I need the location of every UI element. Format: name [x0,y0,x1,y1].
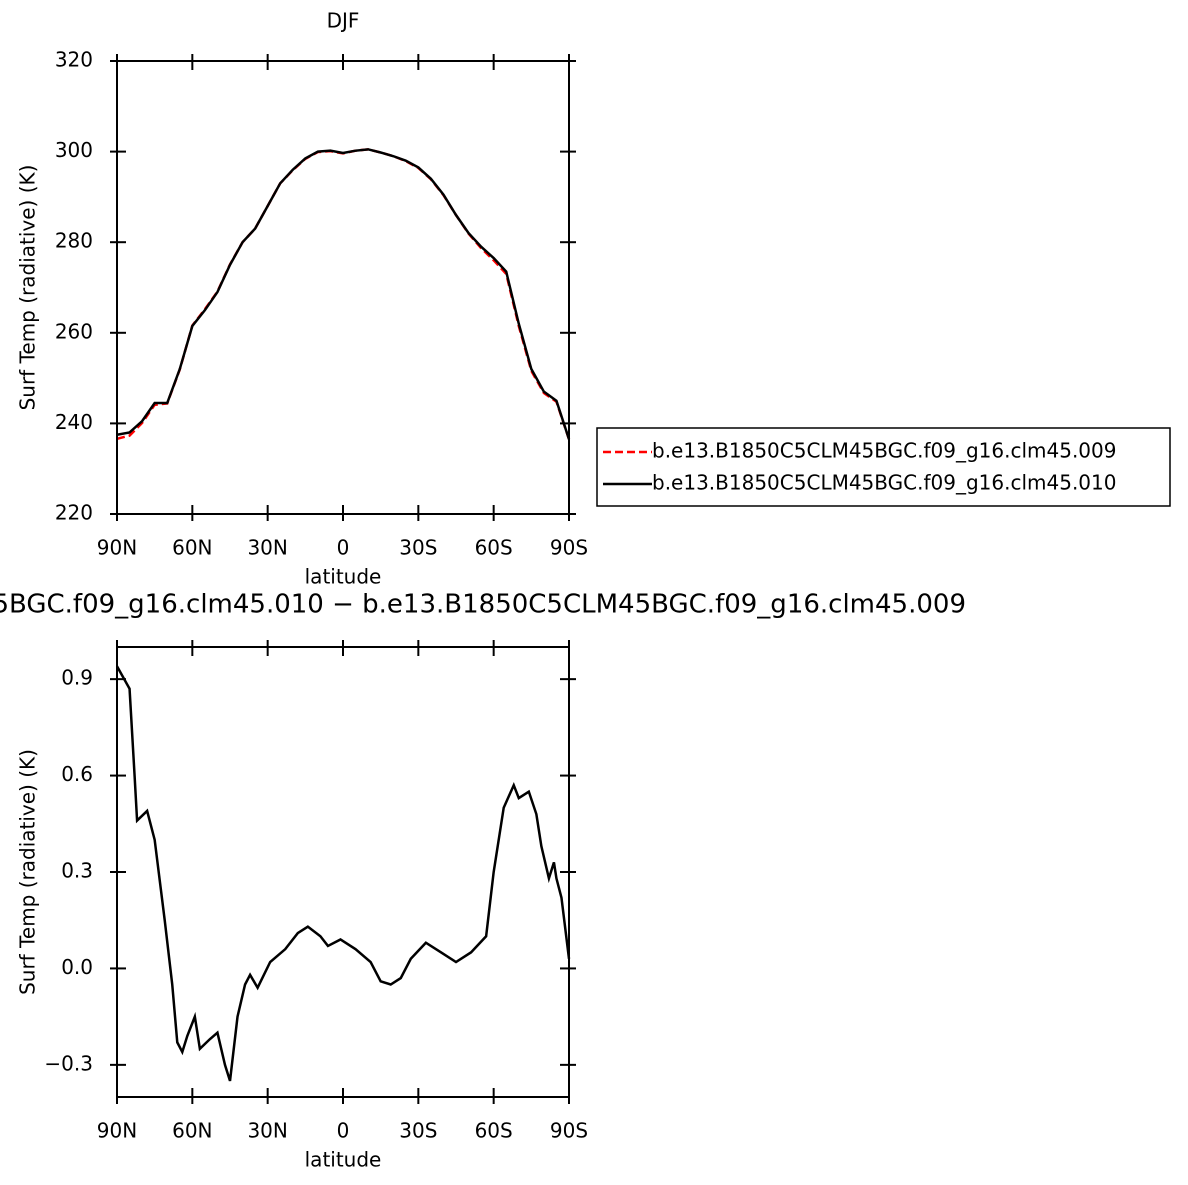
x-axis-label: latitude [305,565,382,589]
x-tick-label: 0 [337,1119,350,1143]
x-tick-label: 60S [475,1119,513,1143]
x-tick-label: 90S [550,1119,588,1143]
y-tick-label: 240 [55,410,93,434]
y-axis-label: Surf Temp (radiative) (K) [16,165,40,411]
x-tick-label: 30N [247,1119,287,1143]
x-tick-label: 90S [550,536,588,560]
y-tick-label: 0.3 [61,859,93,883]
x-tick-label: 30S [399,1119,437,1143]
x-tick-label: 30N [247,536,287,560]
y-tick-label: 0.9 [61,666,93,690]
chart-title: b.e13.B1850C5CLM45BGC.f09_g16.clm45.010 … [0,590,966,620]
y-axis-label: Surf Temp (radiative) (K) [16,749,40,995]
data-line [115,665,571,1082]
x-tick-label: 0 [337,536,350,560]
y-tick-label: 260 [55,319,93,343]
y-tick-label: −0.3 [44,1051,93,1075]
y-tick-label: 320 [55,48,93,72]
data-line [116,148,571,440]
x-tick-label: 60N [172,536,212,560]
x-tick-label: 90N [97,1119,137,1143]
y-tick-label: 220 [55,501,93,525]
plot-frame [116,646,570,1098]
legend-box [596,427,1171,507]
chart-title: DJF [327,9,360,33]
legend-label: b.e13.B1850C5CLM45BGC.f09_g16.clm45.009 [652,439,1116,463]
y-tick-label: 0.6 [61,762,93,786]
x-tick-label: 30S [399,536,437,560]
x-axis-label: latitude [305,1148,382,1172]
legend-label: b.e13.B1850C5CLM45BGC.f09_g16.clm45.010 [652,471,1116,495]
x-tick-label: 60S [475,536,513,560]
plot-frame [116,60,570,515]
x-tick-label: 60N [172,1119,212,1143]
x-tick-label: 90N [97,536,137,560]
y-tick-label: 0.0 [61,955,93,979]
y-tick-label: 300 [55,138,93,162]
data-line [116,148,571,441]
y-tick-label: 280 [55,229,93,253]
